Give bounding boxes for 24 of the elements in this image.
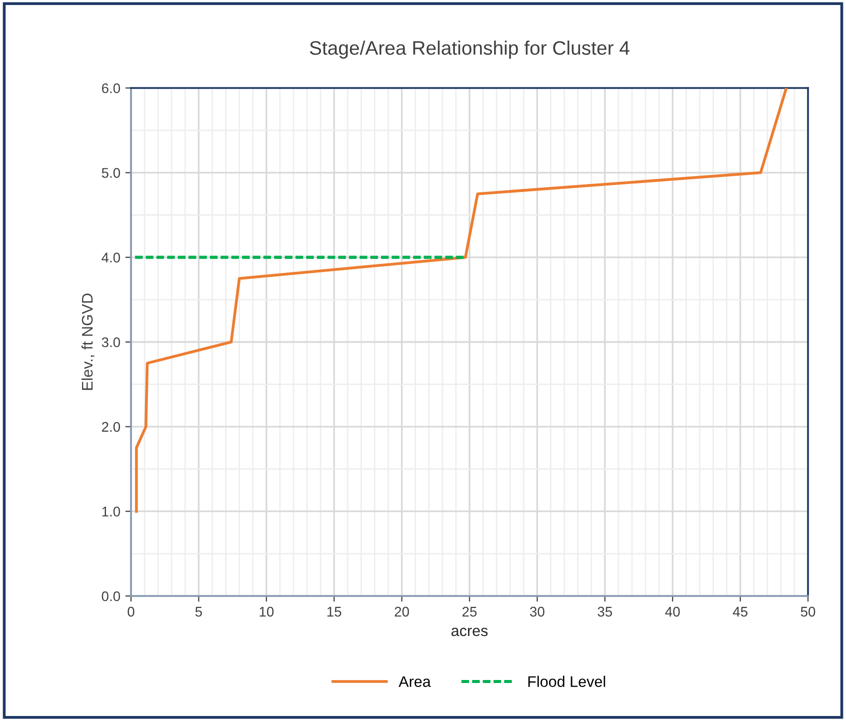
y-tick-label: 4.0 [102,252,120,263]
line-series [135,88,788,513]
chart-title: Stage/Area Relationship for Cluster 4 [310,40,630,59]
x-tick-label: 50 [800,606,816,617]
y-axis-title: Elev., ft NGVD [81,294,95,390]
y-tick-label: 3.0 [102,337,120,348]
x-tick-label: 10 [260,606,274,617]
legend-label: Area [398,676,431,688]
y-tick-label: 0.0 [102,591,120,602]
x-tick-label: 30 [530,606,544,617]
x-tick-label: 5 [195,606,202,617]
y-tick-label: 6.0 [102,83,120,94]
legend-label: Flood Level [528,676,606,688]
y-tick-label: 1.0 [102,506,120,517]
x-tick-label: 35 [598,606,612,617]
x-tick-label: 20 [394,606,409,617]
x-tick-label: 15 [327,606,342,617]
x-tick-label: 0 [128,606,134,617]
x-axis-title: acres [451,628,488,636]
y-tick-label: 5.0 [102,168,120,178]
x-tick-label: 25 [462,606,477,617]
y-tick-label: 2.0 [102,422,120,432]
x-tick-label: 45 [732,606,748,617]
x-tick-label: 40 [665,606,680,617]
